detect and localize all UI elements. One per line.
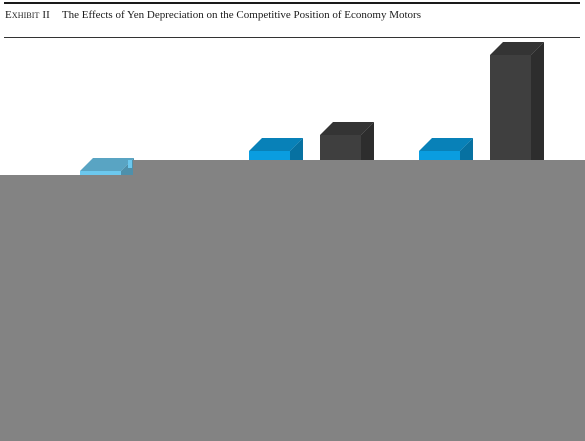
exhibit-title: The Effects of Yen Depreciation on the C… — [61, 9, 421, 21]
gray-overlay-step — [133, 160, 585, 176]
bar-segment-top — [419, 138, 473, 151]
exhibit-header: Exhibit II The Effects of Yen Depreciati… — [5, 9, 421, 23]
bar-segment-top — [80, 158, 134, 171]
bar-segment-top — [249, 138, 303, 151]
gray-overlay — [0, 175, 585, 441]
exhibit-label: Exhibit II — [5, 9, 50, 21]
header-rule — [4, 37, 580, 38]
bar-segment-top — [490, 42, 544, 55]
connector-mark — [128, 160, 132, 168]
top-rule — [4, 2, 580, 4]
bar-segment-top — [320, 122, 374, 135]
